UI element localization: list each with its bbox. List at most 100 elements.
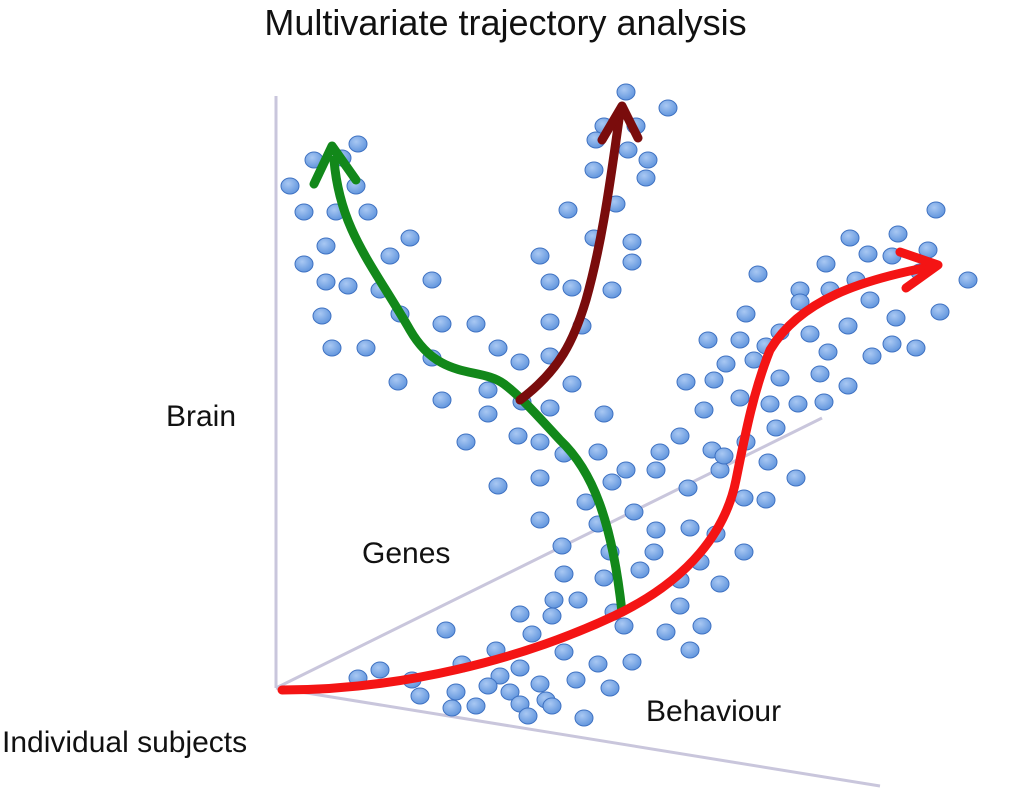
subject-point	[646, 521, 666, 539]
subject-point	[422, 271, 442, 289]
subject-point	[316, 273, 336, 291]
subject-point	[554, 643, 574, 661]
subject-point	[446, 683, 466, 701]
subject-point	[488, 477, 508, 495]
subject-point	[624, 503, 644, 521]
subject-point	[466, 697, 486, 715]
subject-point	[542, 697, 562, 715]
subject-point	[518, 707, 538, 725]
subject-point	[670, 597, 690, 615]
subject-point	[602, 281, 622, 299]
subject-point	[522, 625, 542, 643]
subject-point	[614, 617, 634, 635]
subject-point	[558, 201, 578, 219]
subject-point	[644, 543, 664, 561]
subject-point	[616, 83, 636, 101]
subject-point	[600, 679, 620, 697]
subject-point	[478, 381, 498, 399]
subject-point	[552, 537, 572, 555]
subject-point	[756, 491, 776, 509]
subject-point	[766, 419, 786, 437]
subject-point	[888, 225, 908, 243]
subject-point	[540, 399, 560, 417]
subject-point	[568, 591, 588, 609]
subject-point	[566, 671, 586, 689]
subject-point	[562, 279, 582, 297]
subject-point	[530, 675, 550, 693]
subject-point	[680, 641, 700, 659]
subject-point	[886, 309, 906, 327]
subject-point	[734, 489, 754, 507]
subject-point	[676, 373, 696, 391]
subject-point	[656, 623, 676, 641]
green-arrowhead	[309, 141, 361, 189]
subject-point	[692, 617, 712, 635]
subject-point	[312, 307, 332, 325]
subject-point	[436, 621, 456, 639]
subject-point	[758, 453, 778, 471]
subject-point	[882, 335, 902, 353]
subject-point	[370, 661, 390, 679]
subject-point	[730, 389, 750, 407]
subject-point	[816, 255, 836, 273]
subject-point	[710, 575, 730, 593]
genes-axis-label: Genes	[362, 537, 451, 570]
subject-point	[540, 273, 560, 291]
subject-point	[588, 443, 608, 461]
subject-point	[786, 469, 806, 487]
brain-axis-label: Brain	[166, 400, 237, 433]
subject-point	[716, 355, 736, 373]
subject-point	[602, 473, 622, 491]
subject-point	[710, 461, 730, 479]
subject-point	[622, 653, 642, 671]
subject-point	[714, 447, 734, 465]
subject-point	[730, 331, 750, 349]
subject-point	[818, 343, 838, 361]
subject-point	[410, 687, 430, 705]
subject-point	[622, 253, 642, 271]
subject-point	[348, 135, 368, 153]
red-arrowhead	[895, 247, 943, 293]
subject-point	[316, 237, 336, 255]
subject-point	[840, 229, 860, 247]
subject-point	[858, 245, 878, 263]
subject-point	[544, 591, 564, 609]
subject-point	[510, 353, 530, 371]
subject-point	[788, 395, 808, 413]
subject-point	[930, 303, 950, 321]
subject-point	[358, 203, 378, 221]
trajectories	[277, 101, 943, 695]
subject-point	[814, 393, 834, 411]
subject-point	[694, 401, 714, 419]
green-trajectory	[329, 155, 627, 617]
subject-point	[530, 511, 550, 529]
subject-point	[584, 161, 604, 179]
subject-point	[510, 605, 530, 623]
subject-point	[322, 339, 342, 357]
subject-point	[618, 141, 638, 159]
subject-point	[338, 277, 358, 295]
red-trajectory	[277, 261, 939, 695]
subject-point	[594, 405, 614, 423]
subject-point	[400, 229, 420, 247]
subject-point	[356, 339, 376, 357]
subject-point	[650, 443, 670, 461]
subject-point	[380, 247, 400, 265]
subject-point	[760, 395, 780, 413]
subject-point	[554, 565, 574, 583]
subject-point	[478, 405, 498, 423]
subject-point	[622, 233, 642, 251]
subject-point	[510, 659, 530, 677]
subject-point	[542, 607, 562, 625]
subject-point	[838, 317, 858, 335]
diagram-title: Multivariate trajectory analysis	[264, 2, 747, 43]
subject-point	[466, 315, 486, 333]
subject-point	[530, 433, 550, 451]
subject-point	[658, 99, 678, 117]
diagonal-axis	[275, 416, 823, 690]
subject-point	[678, 479, 698, 497]
subject-point	[562, 375, 582, 393]
subject-point	[838, 377, 858, 395]
darkred-trajectory	[515, 107, 625, 405]
